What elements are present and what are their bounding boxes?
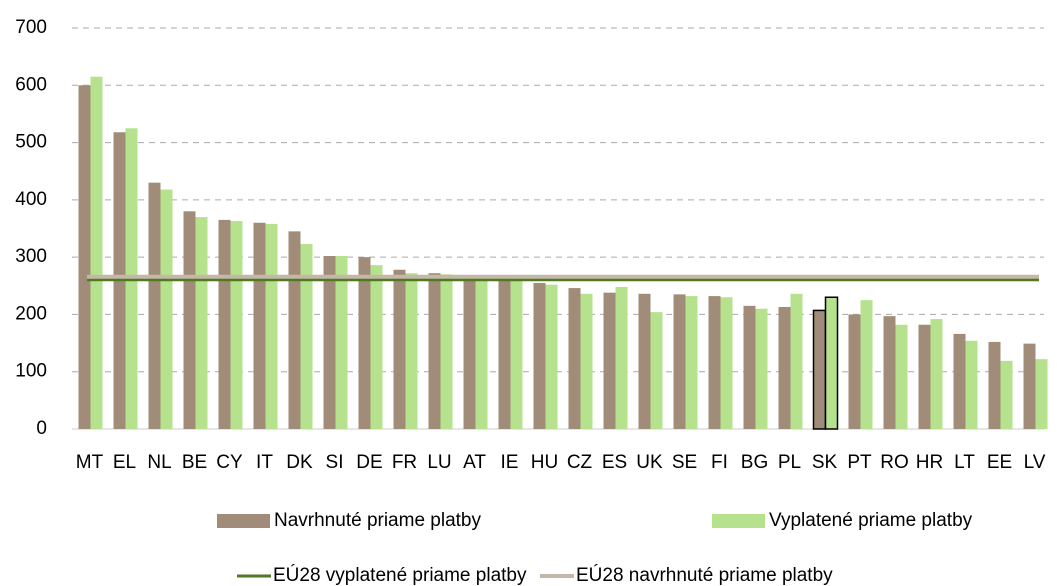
x-tick-label: DE: [356, 452, 382, 473]
bar: [638, 293, 651, 429]
x-tick-label: SI: [326, 452, 344, 473]
x-tick-label: AT: [463, 452, 486, 473]
bar: [428, 273, 441, 429]
bar: [358, 257, 371, 429]
y-tick-label: 600: [15, 74, 47, 95]
bar: [533, 282, 546, 429]
x-tick-label: LV: [1024, 452, 1046, 473]
x-tick-label: DK: [286, 452, 313, 473]
x-tick-label: EE: [987, 452, 1012, 473]
x-tick-label: UK: [636, 452, 663, 473]
y-tick-label: 400: [15, 189, 47, 210]
bar: [1000, 360, 1013, 429]
bar: [953, 333, 966, 429]
bar: [475, 276, 488, 429]
bar: [755, 308, 768, 429]
bar: [673, 294, 686, 429]
bar: [848, 314, 861, 429]
bar: [300, 243, 313, 429]
bar: [988, 341, 1001, 429]
bar: [708, 296, 721, 429]
bar: [183, 211, 196, 429]
bar: [335, 255, 348, 429]
x-tick-label: NL: [147, 452, 171, 473]
bar: [930, 319, 943, 429]
legend-label: Navrhnuté priame platby: [274, 510, 481, 531]
y-tick-label: 100: [15, 361, 47, 382]
bar: [218, 219, 231, 429]
bar: [463, 275, 476, 429]
legend-label: EÚ28 vyplatené priame platby: [273, 564, 527, 586]
x-tick-label: PT: [847, 452, 872, 473]
bar: [580, 293, 593, 429]
x-tick-label: BG: [741, 452, 768, 473]
bar: [720, 297, 733, 429]
bar: [568, 288, 581, 429]
bar: [1023, 343, 1036, 429]
x-tick-label: IE: [501, 452, 519, 473]
bar: [393, 269, 406, 429]
x-tick-label: EL: [113, 452, 136, 473]
bar: [160, 189, 173, 429]
bar: [498, 277, 511, 429]
x-tick-label: ES: [602, 452, 627, 473]
bar: [918, 324, 931, 429]
bar: [78, 85, 91, 430]
legend-label: EÚ28 navrhnuté priame platby: [576, 564, 833, 586]
x-tick-label: CZ: [567, 452, 593, 473]
y-tick-label: 300: [15, 246, 47, 267]
bar: [895, 324, 908, 429]
bar: [370, 265, 383, 429]
x-tick-label: LT: [954, 452, 975, 473]
bar: [265, 223, 278, 429]
bar: [90, 76, 103, 429]
bar: [743, 305, 756, 429]
bar: [545, 284, 558, 429]
y-tick-label: 700: [15, 17, 47, 38]
bar: [685, 296, 698, 429]
x-tick-label: IT: [256, 452, 273, 473]
bar: [288, 231, 301, 429]
bar: [615, 286, 628, 429]
bar: [195, 217, 208, 429]
legend-swatch: [217, 514, 270, 528]
bar: [812, 309, 827, 430]
bar: [405, 273, 418, 429]
bar: [883, 316, 896, 429]
x-tick-label: SE: [672, 452, 697, 473]
x-tick-label: SK: [812, 452, 838, 473]
x-tick-label: MT: [76, 452, 104, 473]
y-tick-label: 0: [36, 418, 47, 439]
bar: [965, 340, 978, 429]
bar: [860, 300, 873, 429]
x-tick-label: CY: [216, 452, 243, 473]
x-tick-label: HU: [531, 452, 558, 473]
x-tick-label: FI: [711, 452, 728, 473]
bar: [1035, 359, 1048, 429]
bar: [778, 306, 791, 429]
bar: [650, 312, 663, 429]
legend-label: Vyplatené priame platby: [769, 510, 973, 531]
x-tick-label: LU: [427, 452, 451, 473]
bar: [148, 182, 161, 429]
x-tick-label: RO: [880, 452, 909, 473]
bar: [230, 221, 243, 429]
bar: [603, 292, 616, 429]
bar: [790, 293, 803, 429]
legend-swatch: [712, 514, 765, 528]
x-tick-label: FR: [392, 452, 417, 473]
bar: [253, 222, 266, 429]
bar: [824, 296, 839, 430]
x-tick-label: HR: [916, 452, 943, 473]
bar: [323, 255, 336, 429]
x-tick-label: BE: [182, 452, 207, 473]
bar: [440, 274, 453, 429]
y-tick-label: 500: [15, 132, 47, 153]
y-tick-label: 200: [15, 303, 47, 324]
x-tick-label: PL: [778, 452, 801, 473]
bar: [510, 278, 523, 429]
